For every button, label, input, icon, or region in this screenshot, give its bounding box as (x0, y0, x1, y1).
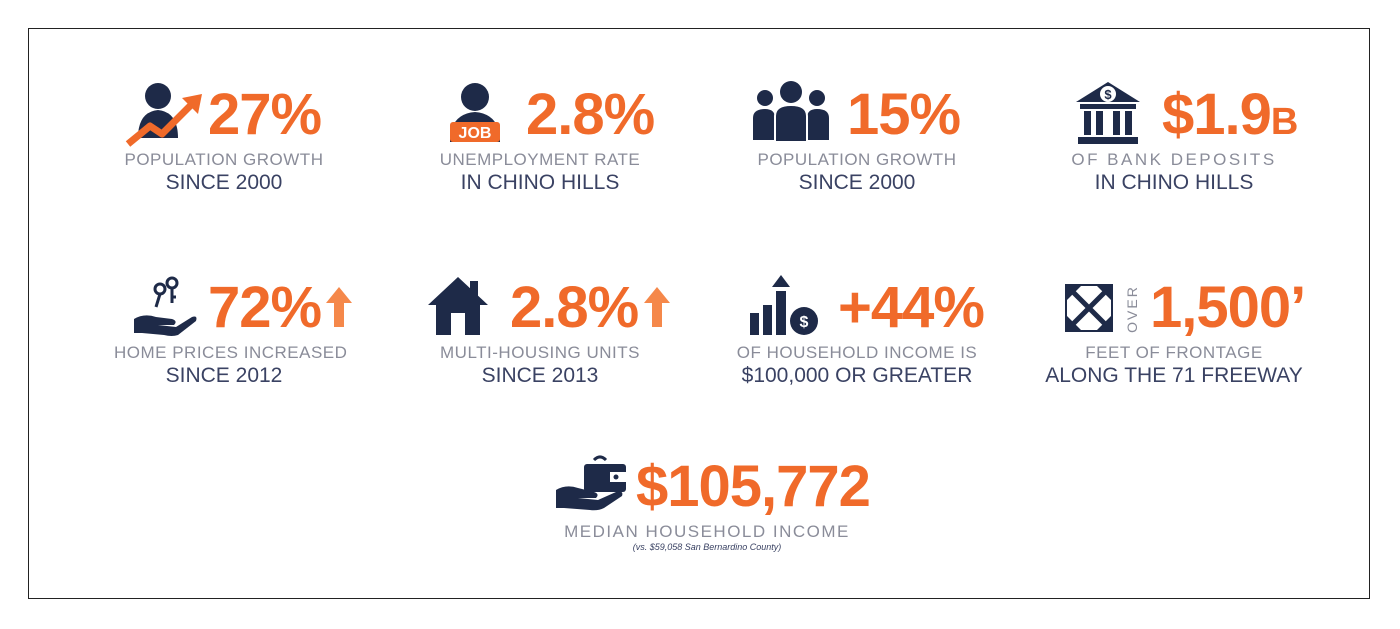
over-label: OVER (1123, 285, 1140, 333)
stat-subtitle: ALONG THE 71 FREEWAY (1045, 364, 1303, 387)
stat-household-income-share: $ +44% OF HOUSEHOLD INCOME IS $100,000 O… (730, 273, 985, 389)
svg-text:$: $ (800, 314, 809, 331)
stat-bank-deposits: $ $1.9B OF BANK DEPOSITS IN CHINO HILLS (1064, 80, 1298, 196)
svg-text:$: $ (1104, 87, 1112, 102)
stat-freeway-frontage: OVER 1,500’ FEET OF FRONTAGE ALONG THE 7… (1044, 273, 1306, 389)
stat-subtitle: SINCE 2000 (798, 171, 916, 194)
stat-unemployment-rate: JOB 2.8% UNEMPLOYMENT RATE IN CHINO HILL… (430, 80, 656, 196)
stat-subtitle: $100,000 OR GREATER (741, 364, 973, 387)
stat-population-growth-2: 15% POPULATION GROWTH SINCE 2000 (747, 80, 967, 196)
stat-value: $1.9B (1162, 82, 1299, 147)
stat-value: 15% (847, 82, 961, 147)
featured-label: MEDIAN HOUSEHOLD INCOME (564, 522, 850, 541)
hand-keys-icon (132, 273, 202, 339)
stat-label: UNEMPLOYMENT RATE (439, 150, 641, 169)
expand-arrows-icon (1064, 283, 1114, 333)
stat-value: 1,500’ (1150, 275, 1306, 340)
bank-icon: $ (1074, 80, 1142, 146)
svg-text:JOB: JOB (459, 125, 492, 142)
stat-label: OF HOUSEHOLD INCOME IS (736, 343, 978, 362)
stat-subtitle: SINCE 2012 (165, 364, 283, 387)
stat-value: 2.8% (526, 82, 655, 147)
stat-value: +44% (838, 275, 985, 340)
stat-label: HOME PRICES INCREASED (114, 343, 348, 362)
trend-up-arrow-icon (644, 287, 670, 332)
stat-multi-housing: 2.8% MULTI-HOUSING UNITS SINCE 2013 (428, 273, 670, 389)
trend-up-arrow-icon (326, 287, 352, 332)
infographic-frame (28, 28, 1370, 599)
job-person-icon: JOB (442, 80, 508, 146)
hand-wallet-icon (554, 454, 630, 514)
featured-median-income: $105,772 MEDIAN HOUSEHOLD INCOME (vs. $5… (550, 452, 871, 552)
stat-label: OF BANK DEPOSITS (1071, 150, 1277, 169)
stat-home-prices: 72% HOME PRICES INCREASED SINCE 2012 (114, 273, 352, 389)
stat-subtitle: SINCE 2013 (481, 364, 599, 387)
stat-value: 72% (208, 275, 322, 340)
stat-label: FEET OF FRONTAGE (1085, 343, 1263, 362)
person-growth-icon (124, 80, 204, 150)
stat-population-growth-1: 27% POPULATION GROWTH SINCE 2000 (114, 80, 334, 196)
stat-subtitle: SINCE 2000 (165, 171, 283, 194)
stat-value: 2.8% (510, 275, 639, 340)
income-chart-icon: $ (748, 273, 822, 339)
stat-label: POPULATION GROWTH (124, 150, 324, 169)
stat-subtitle: IN CHINO HILLS (1094, 171, 1254, 194)
featured-value: $105,772 (636, 454, 871, 519)
stat-value: 27% (208, 82, 322, 147)
house-icon (426, 273, 490, 339)
group-people-icon (749, 80, 833, 144)
stat-label: MULTI-HOUSING UNITS (440, 343, 640, 362)
featured-note: (vs. $59,058 San Bernardino County) (632, 542, 782, 552)
stat-unit: B (1270, 101, 1299, 143)
stat-subtitle: IN CHINO HILLS (460, 171, 620, 194)
stat-label: POPULATION GROWTH (757, 150, 957, 169)
